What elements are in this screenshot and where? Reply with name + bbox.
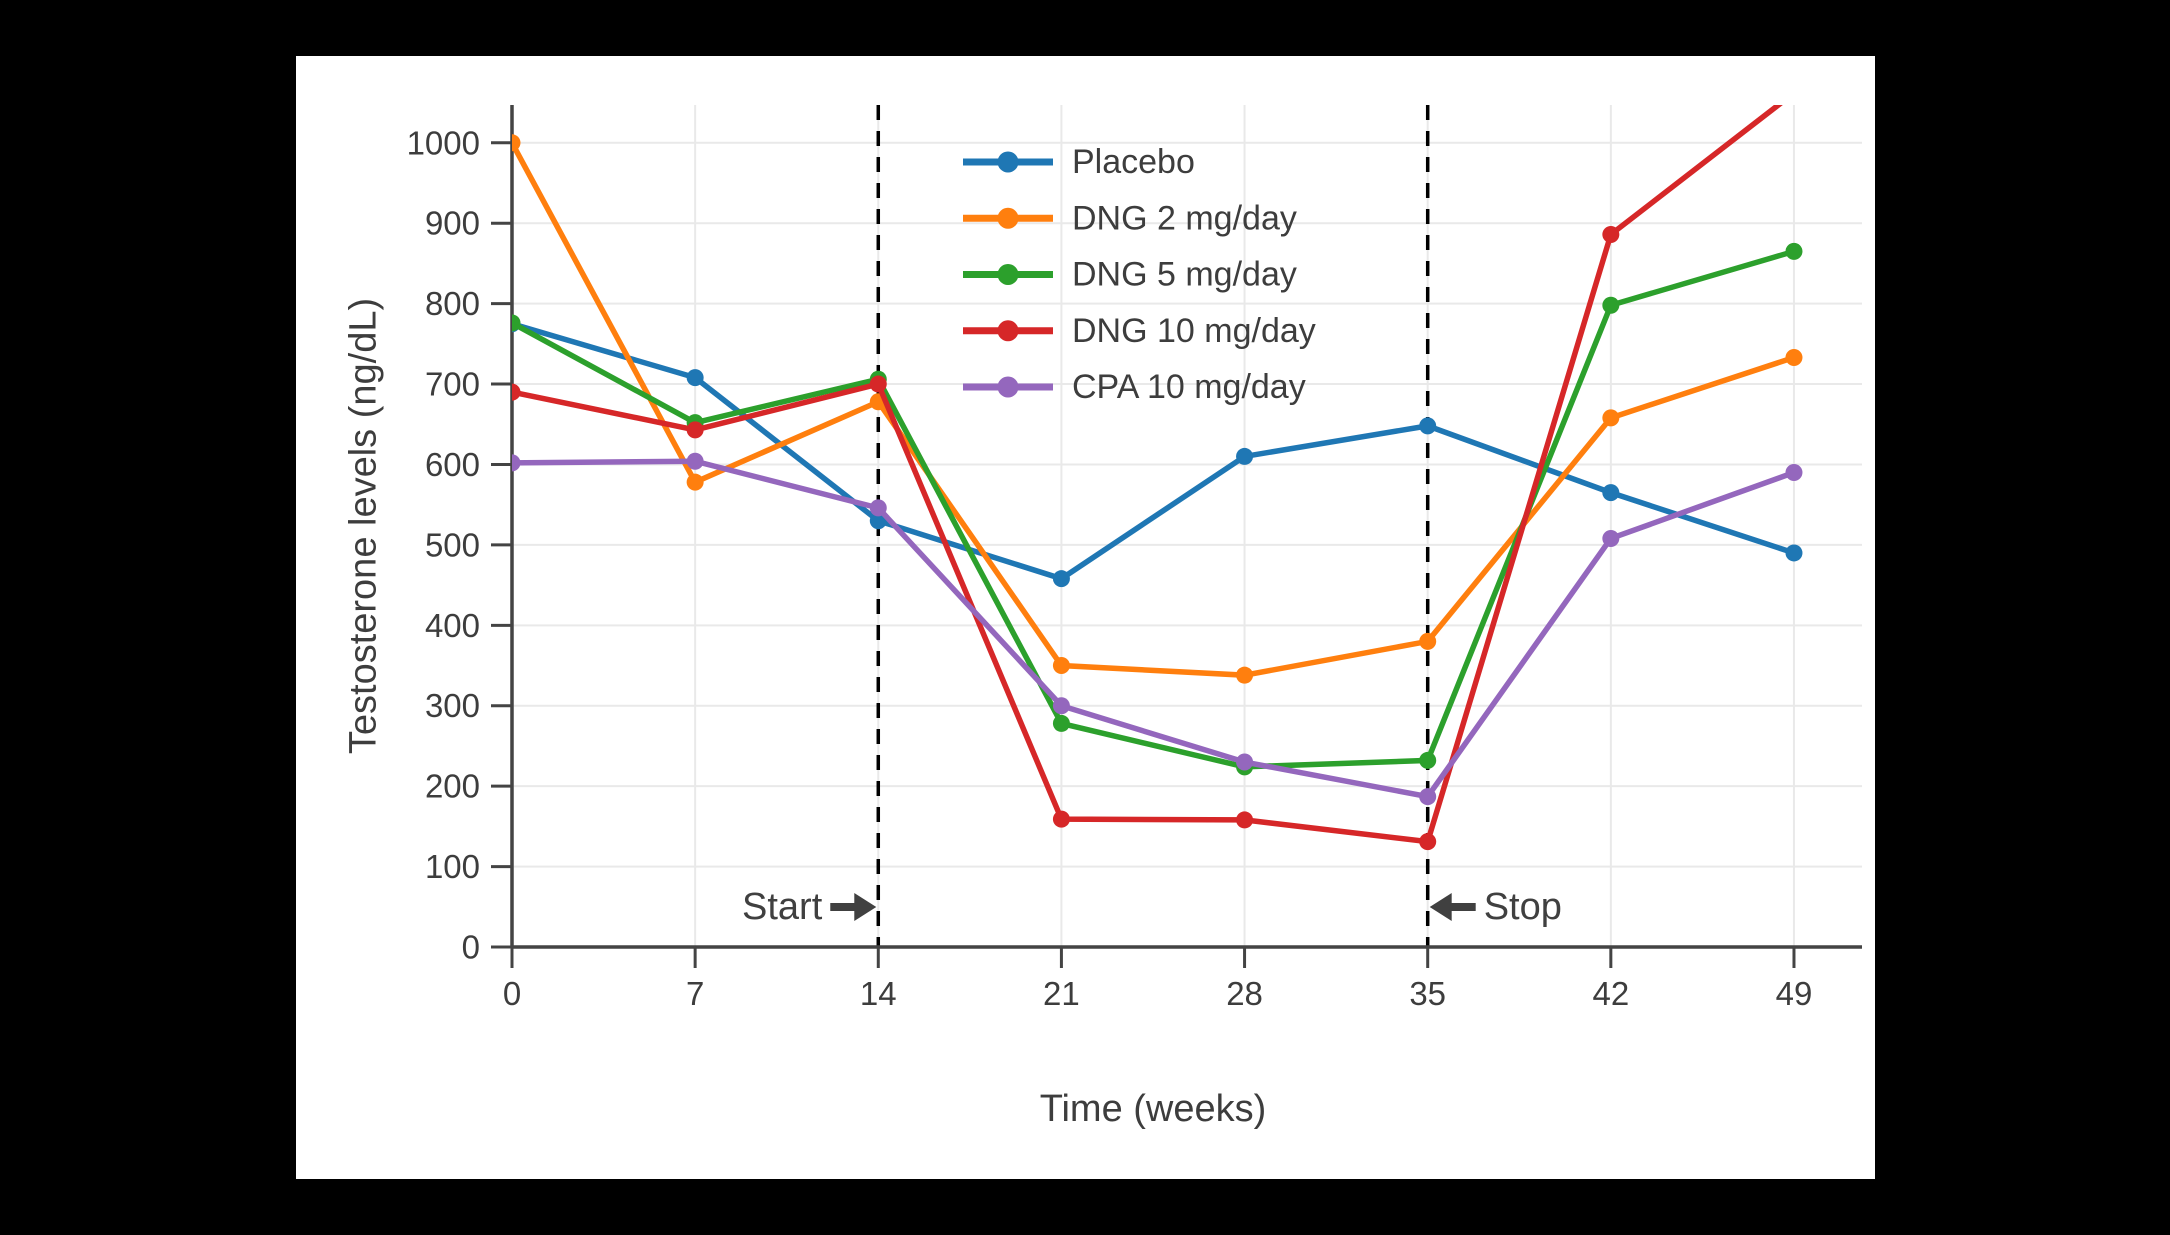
- legend-item-dng-5-mg-day: DNG 5 mg/day: [963, 256, 1297, 294]
- data-point-cpa-10-mg-day: [1785, 464, 1803, 482]
- plot-area: [512, 105, 1803, 851]
- ticks: [491, 141, 1796, 968]
- series-line-dng-10-mg-day: [512, 105, 1783, 845]
- y-tick-label: 100: [425, 848, 480, 885]
- data-point-placebo: [1052, 570, 1070, 588]
- data-point-placebo: [1236, 447, 1254, 465]
- data-point-cpa-10-mg-day: [512, 454, 521, 472]
- data-point-placebo: [1419, 417, 1437, 435]
- legend-marker-swatch: [997, 320, 1019, 342]
- x-tick-label: 49: [1776, 975, 1813, 1012]
- data-point-dng-2-mg-day: [1785, 349, 1803, 367]
- y-tick-label: 900: [425, 205, 480, 242]
- legend-label: Placebo: [1072, 143, 1195, 181]
- data-point-dng-10-mg-day: [686, 421, 704, 439]
- series-dng-10-mg-day: [512, 105, 1783, 851]
- x-tick-label: 14: [860, 975, 897, 1012]
- x-tick-label: 28: [1226, 975, 1263, 1012]
- series-line-placebo: [512, 320, 1797, 582]
- data-point-dng-10-mg-day: [512, 383, 521, 401]
- annotation-arrow-head: [854, 893, 877, 921]
- legend-item-cpa-10-mg-day: CPA 10 mg/day: [963, 368, 1306, 406]
- data-point-cpa-10-mg-day: [1602, 529, 1620, 547]
- legend-item-placebo: Placebo: [963, 143, 1195, 181]
- data-point-dng-10-mg-day: [1419, 833, 1437, 851]
- data-point-dng-2-mg-day: [1236, 666, 1254, 684]
- x-tick-label: 21: [1043, 975, 1080, 1012]
- x-tick-label: 35: [1409, 975, 1446, 1012]
- legend: Placebo DNG 2 mg/day DNG 5 mg/day DNG 10 mg…: [963, 143, 1316, 406]
- legend-label: DNG 5 mg/day: [1072, 256, 1297, 294]
- data-point-placebo: [1785, 544, 1803, 562]
- data-point-cpa-10-mg-day: [1236, 753, 1254, 771]
- data-point-dng-2-mg-day: [1419, 632, 1437, 650]
- axes: [510, 105, 1862, 949]
- y-tick-label: 300: [425, 687, 480, 724]
- legend-marker-swatch: [997, 376, 1019, 398]
- annotation-label: Start: [742, 886, 823, 928]
- y-tick-label: 600: [425, 446, 480, 483]
- legend-item-dng-2-mg-day: DNG 2 mg/day: [963, 199, 1297, 237]
- data-point-dng-5-mg-day: [1602, 296, 1620, 314]
- legend-label: DNG 10 mg/day: [1072, 312, 1316, 350]
- series-line-dng-5-mg-day: [512, 248, 1797, 770]
- data-point-dng-5-mg-day: [1785, 242, 1803, 260]
- data-point-cpa-10-mg-day: [1052, 697, 1070, 715]
- annotation-arrow-head: [1429, 893, 1452, 921]
- y-tick-label: 200: [425, 768, 480, 805]
- data-point-cpa-10-mg-day: [1419, 788, 1437, 806]
- x-tick-label: 0: [503, 975, 521, 1012]
- y-tick-label: 800: [425, 285, 480, 322]
- legend-marker-swatch: [997, 264, 1019, 285]
- legend-label: DNG 2 mg/day: [1072, 199, 1297, 237]
- data-point-dng-10-mg-day: [1602, 225, 1620, 243]
- data-point-dng-2-mg-day: [686, 473, 704, 491]
- series-placebo: [512, 315, 1803, 588]
- data-point-dng-10-mg-day: [1236, 811, 1254, 829]
- data-point-dng-10-mg-day: [1052, 810, 1070, 828]
- y-tick-label: 700: [425, 366, 480, 403]
- annotation-stop: Stop: [1429, 886, 1562, 928]
- annotation-start: Start: [742, 886, 877, 928]
- y-tick-label: 1000: [407, 124, 480, 161]
- legend-marker-swatch: [997, 151, 1019, 173]
- data-point-placebo: [1602, 484, 1620, 502]
- data-point-dng-2-mg-day: [1602, 409, 1620, 427]
- tick-labels: 0 7 14 21 28 35 42 49 0 100 200 300 400 500 600 700 800 9…: [407, 124, 1813, 1012]
- x-tick-label: 7: [686, 975, 704, 1012]
- y-tick-label: 0: [462, 929, 480, 966]
- legend-item-dng-10-mg-day: DNG 10 mg/day: [963, 312, 1316, 350]
- series-cpa-10-mg-day: [512, 452, 1803, 806]
- x-axis-title: Time (weeks): [1039, 1088, 1267, 1130]
- data-point-dng-10-mg-day: [869, 375, 887, 393]
- annotation-label: Stop: [1484, 886, 1562, 928]
- y-tick-label: 500: [425, 526, 480, 563]
- data-point-dng-5-mg-day: [1052, 714, 1070, 732]
- series-line-cpa-10-mg-day: [512, 458, 1797, 800]
- data-point-dng-2-mg-day: [1052, 657, 1070, 675]
- legend-label: CPA 10 mg/day: [1072, 368, 1306, 406]
- legend-marker-swatch: [997, 207, 1019, 229]
- data-point-dng-2-mg-day: [512, 134, 521, 152]
- y-axis-title: Testosterone levels (ng/dL): [342, 297, 385, 755]
- data-point-cpa-10-mg-day: [686, 452, 704, 470]
- y-tick-label: 400: [425, 607, 480, 644]
- data-point-cpa-10-mg-day: [869, 499, 887, 517]
- data-point-dng-5-mg-day: [512, 314, 521, 332]
- data-point-dng-5-mg-day: [1419, 751, 1437, 769]
- x-tick-label: 42: [1592, 975, 1629, 1012]
- data-point-placebo: [686, 369, 704, 387]
